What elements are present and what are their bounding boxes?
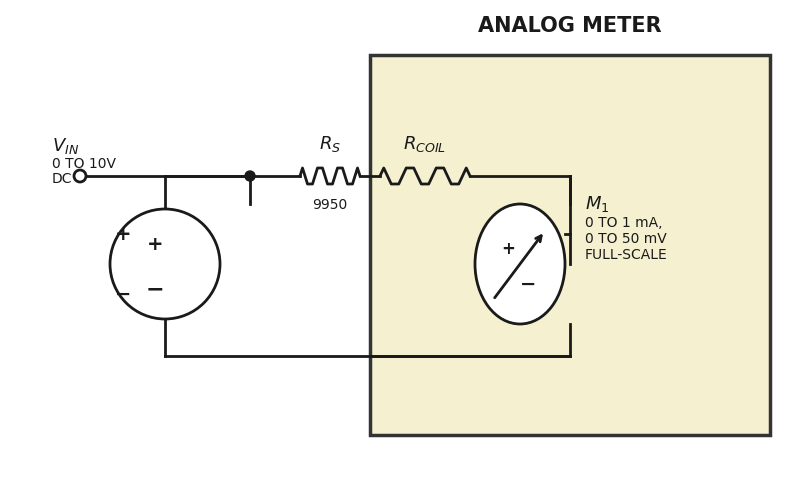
Text: DC: DC xyxy=(52,172,72,186)
Circle shape xyxy=(245,171,255,181)
FancyBboxPatch shape xyxy=(369,55,769,435)
Text: −: − xyxy=(115,284,131,303)
Text: 0 TO 50 mV: 0 TO 50 mV xyxy=(585,232,666,246)
Ellipse shape xyxy=(475,204,565,324)
Text: 0 TO 1 mA,: 0 TO 1 mA, xyxy=(585,216,662,230)
Text: FULL-SCALE: FULL-SCALE xyxy=(585,248,667,262)
Text: $M_1$: $M_1$ xyxy=(585,194,609,214)
Text: −: − xyxy=(145,279,164,299)
Text: +: + xyxy=(500,240,514,258)
Text: −: − xyxy=(520,275,536,294)
Text: 0 TO 10V: 0 TO 10V xyxy=(52,157,116,171)
Text: ANALOG METER: ANALOG METER xyxy=(478,16,661,36)
Text: $R_S$: $R_S$ xyxy=(319,134,340,154)
Circle shape xyxy=(74,170,86,182)
Text: +: + xyxy=(115,225,131,243)
Text: $R_{COIL}$: $R_{COIL}$ xyxy=(403,134,446,154)
Text: 9950: 9950 xyxy=(312,198,347,212)
Text: $V_{IN}$: $V_{IN}$ xyxy=(52,136,79,156)
Circle shape xyxy=(110,209,220,319)
Text: +: + xyxy=(147,235,163,254)
